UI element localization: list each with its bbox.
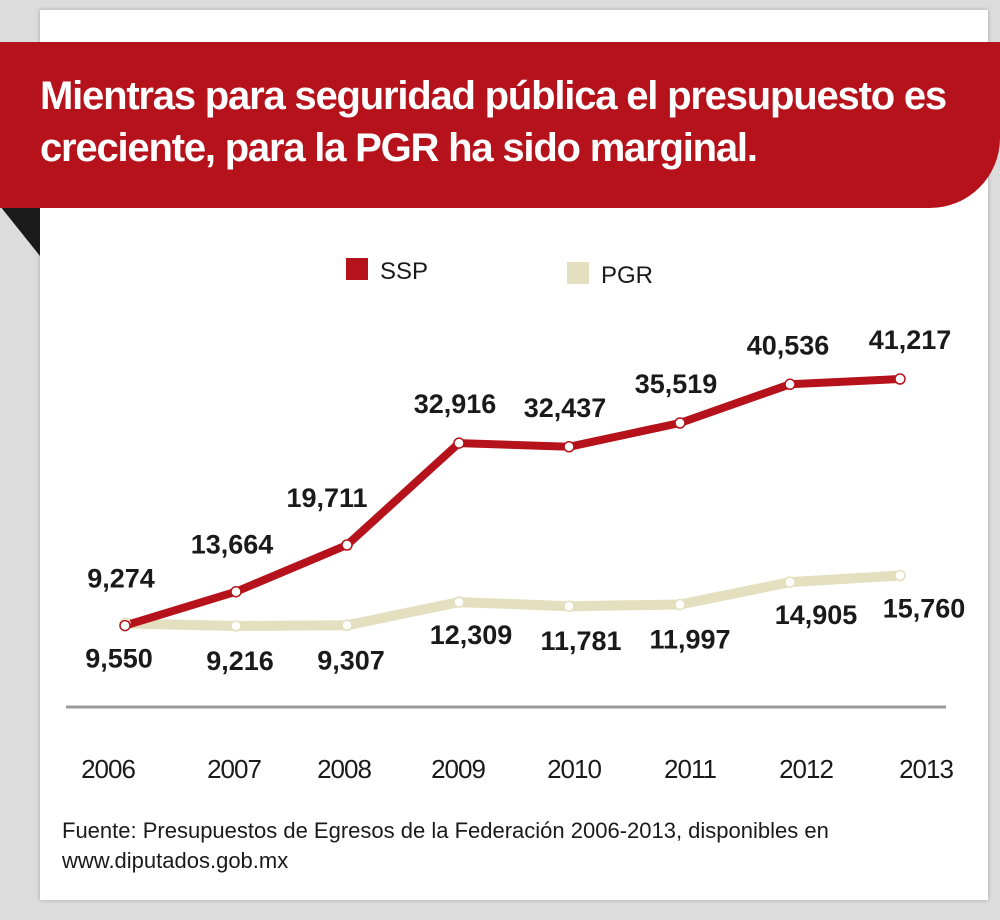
point-pgr-2007 bbox=[230, 620, 242, 632]
data-label-pgr-2009: 12,309 bbox=[430, 620, 513, 650]
data-labels: 9,274 13,664 19,711 32,916 32,437 35,519 40,53… bbox=[85, 325, 965, 676]
x-tick-2008: 2008 bbox=[317, 754, 371, 784]
point-ssp-2007 bbox=[230, 585, 242, 598]
page-title: Mientras para seguridad pública el presu… bbox=[40, 74, 947, 170]
point-ssp-2006 bbox=[119, 619, 131, 632]
data-label-ssp-2009: 32,916 bbox=[414, 389, 497, 419]
series-layer bbox=[119, 373, 906, 632]
point-ssp-2013 bbox=[894, 373, 906, 385]
title-banner bbox=[0, 42, 1000, 208]
x-tick-2013: 2013 bbox=[899, 754, 953, 784]
x-tick-2012: 2012 bbox=[779, 754, 833, 784]
x-tick-2010: 2010 bbox=[547, 754, 601, 784]
source-note: Fuente: Presupuestos de Egresos de la Fe… bbox=[62, 816, 962, 876]
data-label-pgr-2006: 9,550 bbox=[85, 643, 153, 673]
data-label-ssp-2007: 13,664 bbox=[191, 530, 274, 560]
banner-fold bbox=[0, 206, 40, 256]
x-tick-2009: 2009 bbox=[431, 754, 485, 784]
data-label-ssp-2011: 35,519 bbox=[635, 369, 718, 399]
legend-label-ssp: SSP bbox=[380, 258, 428, 285]
data-label-ssp-2008: 19,711 bbox=[286, 483, 367, 513]
legend-label-pgr: PGR bbox=[601, 262, 653, 289]
point-ssp-2010 bbox=[563, 441, 575, 453]
data-label-pgr-2013: 15,760 bbox=[883, 594, 966, 624]
point-ssp-2008 bbox=[341, 539, 353, 551]
point-pgr-2013 bbox=[894, 569, 906, 582]
point-pgr-2010 bbox=[563, 600, 575, 612]
legend-swatch-ssp bbox=[346, 258, 368, 280]
data-label-pgr-2008: 9,307 bbox=[317, 645, 385, 675]
source-url: www.diputados.gob.mx bbox=[62, 848, 289, 873]
x-axis-ticks: 2006 2007 2008 2009 2010 2011 2012 2013 bbox=[81, 754, 954, 784]
data-label-ssp-2013: 41,217 bbox=[869, 325, 952, 355]
point-ssp-2009 bbox=[453, 437, 465, 449]
point-pgr-2008 bbox=[341, 619, 353, 632]
series-line-pgr bbox=[120, 570, 905, 631]
point-pgr-2011 bbox=[674, 598, 686, 611]
data-label-pgr-2012: 14,905 bbox=[775, 600, 858, 630]
x-tick-2006: 2006 bbox=[81, 754, 135, 784]
data-label-ssp-2010: 32,437 bbox=[524, 393, 607, 423]
point-pgr-2009 bbox=[453, 596, 465, 608]
data-label-pgr-2010: 11,781 bbox=[540, 626, 621, 656]
point-ssp-2011 bbox=[674, 417, 686, 429]
legend-swatch-pgr bbox=[567, 262, 589, 284]
series-line-ssp bbox=[121, 375, 904, 630]
data-label-pgr-2011: 11,997 bbox=[649, 625, 730, 655]
source-line-1: Fuente: Presupuestos de Egresos de la Fe… bbox=[62, 818, 829, 843]
data-label-ssp-2012: 40,536 bbox=[747, 330, 830, 360]
point-pgr-2012 bbox=[784, 576, 796, 588]
data-label-pgr-2007: 9,216 bbox=[206, 646, 274, 676]
legend: SSP PGR bbox=[346, 258, 653, 289]
data-label-ssp-2006: 9,274 bbox=[87, 564, 155, 594]
x-tick-2011: 2011 bbox=[664, 754, 716, 784]
x-tick-2007: 2007 bbox=[207, 754, 261, 784]
point-ssp-2012 bbox=[784, 378, 796, 391]
